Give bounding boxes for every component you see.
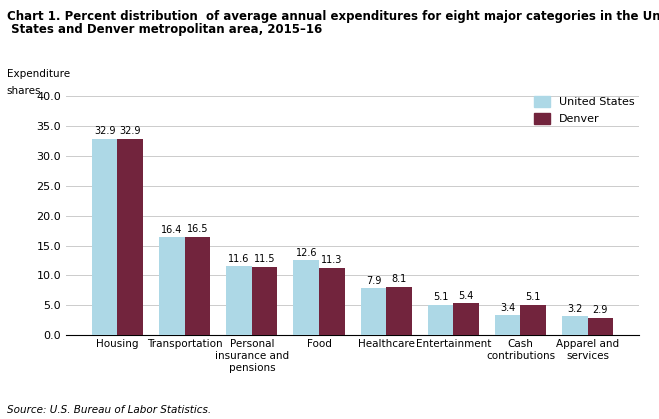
Bar — [117, 139, 143, 335]
Bar — [92, 139, 117, 335]
Bar — [360, 288, 386, 335]
Bar — [495, 315, 521, 335]
Text: Expenditure: Expenditure — [7, 69, 70, 79]
Text: shares: shares — [7, 86, 41, 96]
Bar — [293, 260, 319, 335]
Bar — [521, 305, 546, 335]
Text: 3.2: 3.2 — [567, 304, 583, 314]
Text: 7.9: 7.9 — [366, 276, 381, 286]
Bar — [252, 266, 277, 335]
Text: 11.5: 11.5 — [254, 254, 275, 264]
Bar — [428, 305, 453, 335]
Text: 16.4: 16.4 — [161, 225, 183, 235]
Text: 32.9: 32.9 — [94, 127, 115, 136]
Text: 2.9: 2.9 — [592, 305, 608, 316]
Text: 5.4: 5.4 — [459, 290, 474, 300]
Bar — [453, 303, 479, 335]
Text: 12.6: 12.6 — [295, 248, 317, 258]
Bar — [226, 266, 252, 335]
Text: 3.4: 3.4 — [500, 303, 515, 313]
Text: 8.1: 8.1 — [391, 274, 407, 285]
Text: 11.6: 11.6 — [229, 253, 250, 264]
Bar — [159, 237, 185, 335]
Text: States and Denver metropolitan area, 2015–16: States and Denver metropolitan area, 201… — [7, 23, 322, 36]
Legend: United States, Denver: United States, Denver — [529, 92, 639, 129]
Text: Source: U.S. Bureau of Labor Statistics.: Source: U.S. Bureau of Labor Statistics. — [7, 405, 211, 415]
Bar — [319, 268, 345, 335]
Text: Chart 1. Percent distribution  of average annual expenditures for eight major ca: Chart 1. Percent distribution of average… — [7, 10, 659, 23]
Text: 5.1: 5.1 — [526, 292, 541, 303]
Bar — [562, 316, 588, 335]
Bar — [185, 237, 210, 335]
Text: 5.1: 5.1 — [433, 292, 448, 303]
Bar — [588, 318, 613, 335]
Text: 16.5: 16.5 — [186, 224, 208, 234]
Bar — [386, 287, 412, 335]
Text: 11.3: 11.3 — [321, 255, 343, 265]
Text: 32.9: 32.9 — [119, 127, 141, 136]
